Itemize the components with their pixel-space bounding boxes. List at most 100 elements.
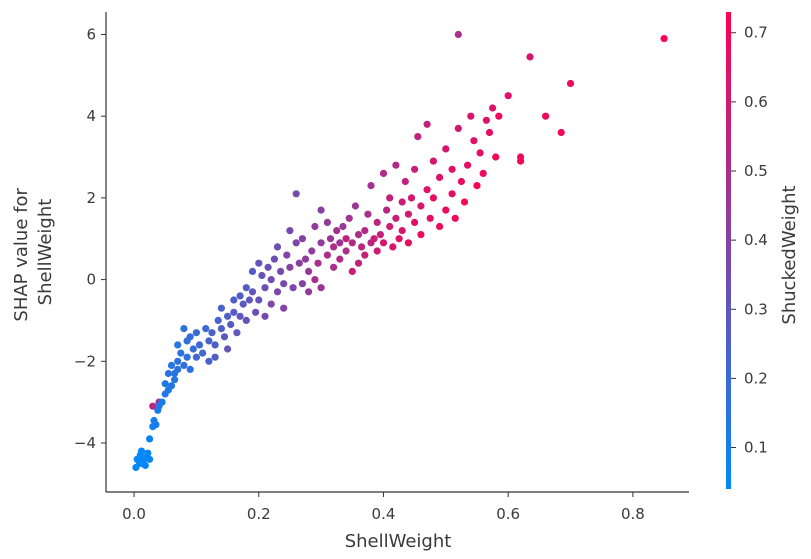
data-point bbox=[442, 206, 450, 214]
data-point bbox=[407, 194, 416, 202]
data-point bbox=[342, 247, 350, 255]
y-axis-ticks: −4 −2 0 2 4 6 bbox=[74, 25, 106, 452]
data-point bbox=[367, 182, 375, 190]
data-point bbox=[376, 231, 384, 239]
data-point bbox=[248, 288, 257, 296]
x-tick-label: 0.0 bbox=[122, 505, 146, 523]
data-point bbox=[186, 365, 194, 373]
data-point bbox=[392, 161, 400, 169]
data-point bbox=[426, 214, 434, 222]
data-point bbox=[379, 239, 388, 247]
data-point bbox=[199, 349, 207, 357]
data-point bbox=[389, 243, 397, 251]
data-point bbox=[146, 435, 154, 443]
data-point bbox=[205, 337, 213, 345]
data-point bbox=[436, 173, 444, 181]
data-point bbox=[298, 280, 306, 288]
data-point bbox=[158, 398, 166, 406]
data-point bbox=[211, 341, 219, 349]
data-point bbox=[411, 218, 419, 226]
data-point bbox=[557, 128, 565, 137]
data-point bbox=[348, 267, 356, 275]
data-point bbox=[174, 365, 182, 373]
data-point bbox=[220, 333, 229, 341]
x-tick-label: 0.2 bbox=[247, 505, 271, 523]
data-point bbox=[292, 239, 300, 247]
data-point bbox=[336, 239, 344, 247]
data-point bbox=[183, 353, 191, 361]
data-point bbox=[146, 455, 154, 463]
data-point bbox=[242, 284, 250, 292]
data-point bbox=[230, 296, 238, 304]
colorbar bbox=[726, 12, 731, 489]
data-point bbox=[333, 227, 341, 235]
data-point bbox=[305, 267, 313, 275]
data-point bbox=[323, 218, 331, 226]
data-point bbox=[136, 459, 144, 467]
data-point bbox=[482, 116, 490, 124]
data-point bbox=[495, 112, 503, 120]
data-point bbox=[383, 206, 391, 214]
data-point bbox=[414, 133, 422, 141]
data-point bbox=[270, 255, 278, 263]
data-point bbox=[314, 259, 322, 267]
colorbar-tick-label: 0.3 bbox=[744, 300, 768, 318]
data-point bbox=[464, 161, 472, 169]
data-point bbox=[180, 325, 188, 333]
y-tick-label: 0 bbox=[86, 271, 96, 289]
x-tick-label: 0.4 bbox=[372, 505, 396, 523]
x-axis-ticks: 0.0 0.2 0.4 0.6 0.8 bbox=[122, 492, 645, 523]
data-point bbox=[152, 421, 160, 429]
data-point bbox=[454, 124, 462, 132]
data-point bbox=[255, 296, 263, 304]
y-tick-label: −2 bbox=[74, 352, 96, 370]
data-point bbox=[429, 157, 437, 165]
data-point bbox=[361, 251, 369, 259]
colorbar-tick-label: 0.5 bbox=[744, 162, 768, 180]
data-point bbox=[311, 222, 319, 231]
data-point bbox=[280, 280, 288, 288]
data-point bbox=[429, 194, 437, 202]
data-point bbox=[660, 35, 668, 43]
data-point bbox=[448, 165, 456, 173]
data-point bbox=[479, 169, 487, 177]
data-point bbox=[398, 198, 406, 206]
y-axis-label: SHAP value for ShellWeight bbox=[11, 182, 56, 321]
data-point bbox=[280, 304, 288, 312]
data-point bbox=[317, 239, 325, 247]
data-point bbox=[286, 263, 294, 271]
data-point bbox=[451, 214, 459, 222]
data-point bbox=[264, 263, 272, 271]
data-point bbox=[267, 276, 275, 284]
data-point bbox=[339, 222, 347, 231]
data-point bbox=[470, 137, 478, 145]
data-point bbox=[401, 177, 409, 186]
data-point bbox=[476, 149, 484, 157]
data-point bbox=[330, 243, 338, 251]
data-point bbox=[361, 227, 369, 235]
data-point bbox=[454, 30, 462, 39]
data-point bbox=[140, 454, 148, 463]
data-point bbox=[192, 329, 200, 337]
data-point bbox=[404, 239, 412, 247]
data-point bbox=[137, 447, 146, 455]
data-point bbox=[417, 202, 425, 210]
scatter-points bbox=[132, 30, 668, 472]
data-point bbox=[542, 112, 550, 120]
data-point bbox=[211, 353, 219, 361]
data-point bbox=[358, 243, 366, 251]
data-point bbox=[252, 308, 260, 316]
data-point bbox=[230, 308, 238, 316]
colorbar-tick-label: 0.2 bbox=[744, 369, 768, 387]
data-point bbox=[174, 357, 182, 365]
data-point bbox=[370, 235, 378, 243]
data-point bbox=[317, 284, 325, 292]
data-point bbox=[417, 231, 425, 239]
colorbar-ticks: 0.1 0.2 0.3 0.4 0.5 0.6 0.7 bbox=[731, 24, 768, 457]
data-point bbox=[467, 112, 475, 120]
data-point bbox=[242, 316, 250, 324]
data-point bbox=[336, 255, 344, 263]
data-point bbox=[373, 218, 381, 226]
data-point bbox=[248, 267, 257, 275]
